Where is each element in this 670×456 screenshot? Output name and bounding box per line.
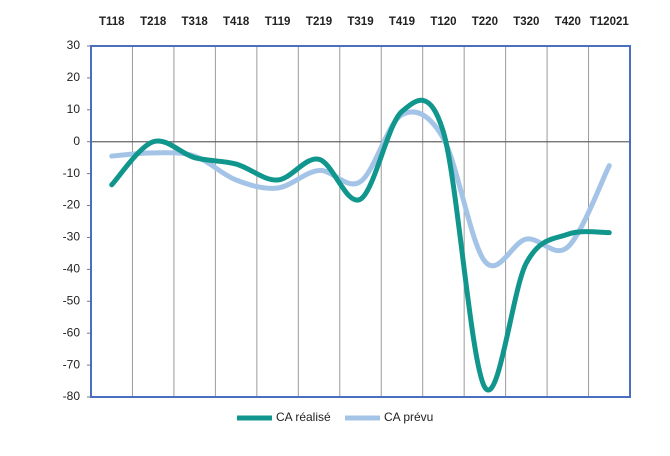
x-tick-label: T12021 <box>590 16 630 28</box>
y-tick-label: -50 <box>63 293 81 307</box>
plot-border <box>90 45 631 398</box>
y-tick-label: -40 <box>63 262 81 276</box>
x-tick-label: T320 <box>513 16 539 28</box>
y-tick-label: 10 <box>67 102 81 116</box>
y-tick-label: -70 <box>63 357 81 371</box>
x-tick-label: T218 <box>140 16 167 28</box>
x-tick-label: T318 <box>182 16 209 28</box>
x-tick-label: T119 <box>265 16 291 28</box>
x-tick-label: T420 <box>555 16 581 28</box>
y-tick-label: 30 <box>67 38 81 52</box>
y-tick-label: 0 <box>73 134 80 148</box>
x-tick-label: T118 <box>99 16 125 28</box>
x-tick-label: T220 <box>472 16 498 28</box>
x-tick-label: T120 <box>430 16 456 28</box>
y-tick-label: 20 <box>67 70 81 84</box>
x-tick-label: T319 <box>347 16 373 28</box>
series-line <box>109 109 612 269</box>
x-tick-label: T419 <box>389 16 415 28</box>
x-tick-label: T418 <box>223 16 250 28</box>
legend-label: CA réalisé <box>276 410 331 424</box>
series-line <box>109 97 612 393</box>
legend-label: CA prévu <box>384 410 433 424</box>
y-tick-label: -60 <box>63 325 81 339</box>
y-tick-label: -20 <box>63 198 81 212</box>
x-tick-label: T219 <box>306 16 332 28</box>
y-tick-label: -80 <box>63 389 81 403</box>
y-tick-label: -30 <box>63 230 81 244</box>
y-tick-label: -10 <box>63 166 81 180</box>
